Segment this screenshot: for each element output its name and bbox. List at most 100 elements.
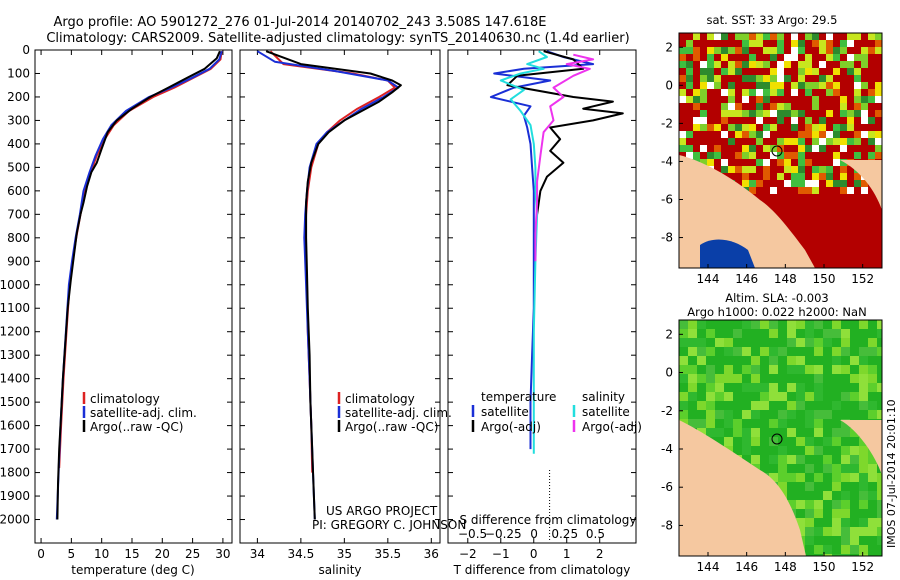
map-cell xyxy=(861,82,868,89)
map-cell xyxy=(742,33,749,40)
map-cell xyxy=(679,365,688,374)
map-cell xyxy=(688,338,697,347)
y-tick-label: 300 xyxy=(7,113,30,127)
map-cell xyxy=(868,374,877,383)
map-cell xyxy=(756,96,763,103)
y-tick-label: 800 xyxy=(7,231,30,245)
map-cell xyxy=(714,75,721,82)
map-cell xyxy=(850,473,859,482)
map-cell xyxy=(777,61,784,68)
map-cell xyxy=(868,527,877,536)
map-cell xyxy=(832,518,841,527)
map-y-tick-label: -6 xyxy=(661,480,673,494)
map-cell xyxy=(724,347,733,356)
map-cell xyxy=(756,33,763,40)
map-cell xyxy=(850,536,859,545)
map-cell xyxy=(728,82,735,89)
map-cell xyxy=(796,455,805,464)
map-x-tick-label: 152 xyxy=(851,272,874,286)
map-cell xyxy=(841,518,850,527)
sst-cold-patch xyxy=(700,239,755,268)
map-cell xyxy=(706,365,715,374)
map-cell xyxy=(875,82,882,89)
map-cell xyxy=(777,68,784,75)
y-tick-label: 1400 xyxy=(0,372,30,386)
map-cell xyxy=(840,124,847,131)
y-tick-label: 0 xyxy=(22,43,30,57)
map-cell xyxy=(724,338,733,347)
map-cell xyxy=(742,437,751,446)
map-cell xyxy=(841,545,850,554)
map-cell xyxy=(798,61,805,68)
difference-axes-frame xyxy=(447,49,637,544)
map-cell xyxy=(868,455,877,464)
map-cell xyxy=(706,419,715,428)
map-cell xyxy=(823,464,832,473)
map-cell xyxy=(847,138,854,145)
sst-map xyxy=(679,33,882,268)
map-cell xyxy=(728,89,735,96)
map-cell xyxy=(814,410,823,419)
map-cell xyxy=(700,124,707,131)
map-cell xyxy=(735,110,742,117)
map-cell xyxy=(724,374,733,383)
salinity-panel: 34 34.5 35 35.5 36 salinity climatology sate… xyxy=(239,49,466,577)
map-cell xyxy=(796,320,805,329)
legend-t-argo: Argo(-adj) xyxy=(481,420,541,434)
map-cell xyxy=(796,473,805,482)
map-cell xyxy=(742,410,751,419)
map-cell xyxy=(826,166,833,173)
map-cell xyxy=(770,152,777,159)
map-cell xyxy=(798,145,805,152)
map-cell xyxy=(770,54,777,61)
map-cell xyxy=(778,392,787,401)
map-cell xyxy=(791,110,798,117)
map-cell xyxy=(859,356,868,365)
map-cell xyxy=(833,47,840,54)
map-cell xyxy=(850,392,859,401)
map-cell xyxy=(749,33,756,40)
map-cell xyxy=(791,124,798,131)
map-cell xyxy=(854,103,861,110)
map-cell xyxy=(721,33,728,40)
map-cell xyxy=(787,410,796,419)
map-cell xyxy=(840,159,847,166)
map-cell xyxy=(814,383,823,392)
map-cell xyxy=(805,131,812,138)
map-cell xyxy=(840,40,847,47)
map-x-tick-label: 150 xyxy=(813,272,836,286)
map-cell xyxy=(679,47,686,54)
map-cell xyxy=(777,40,784,47)
map-cell xyxy=(841,329,850,338)
map-cell xyxy=(749,152,756,159)
sst-argo-location-marker xyxy=(771,145,783,157)
map-cell xyxy=(854,138,861,145)
map-cell xyxy=(728,68,735,75)
map-cell xyxy=(840,138,847,145)
map-cell xyxy=(688,383,697,392)
series-line-salinity-satellite xyxy=(499,50,548,454)
map-cell xyxy=(814,419,823,428)
map-cell xyxy=(751,320,760,329)
map-cell xyxy=(749,61,756,68)
map-cell xyxy=(833,54,840,61)
map-cell xyxy=(679,356,688,365)
map-cell xyxy=(841,554,850,556)
x-tick-label: 2 xyxy=(596,547,604,561)
map-cell xyxy=(812,103,819,110)
map-cell xyxy=(854,152,861,159)
map-cell xyxy=(770,124,777,131)
map-cell xyxy=(688,365,697,374)
map-cell xyxy=(742,131,749,138)
map-cell xyxy=(819,145,826,152)
map-cell xyxy=(756,89,763,96)
map-cell xyxy=(805,419,814,428)
map-cell xyxy=(877,383,882,392)
map-cell xyxy=(859,446,868,455)
map-cell xyxy=(715,428,724,437)
map-cell xyxy=(749,180,756,187)
map-cell xyxy=(850,374,859,383)
temperature-legend: climatology satellite-adj. clim. Argo(..… xyxy=(82,392,197,434)
map-cell xyxy=(770,68,777,75)
legend-argo: Argo(..raw -QC) xyxy=(90,420,183,434)
